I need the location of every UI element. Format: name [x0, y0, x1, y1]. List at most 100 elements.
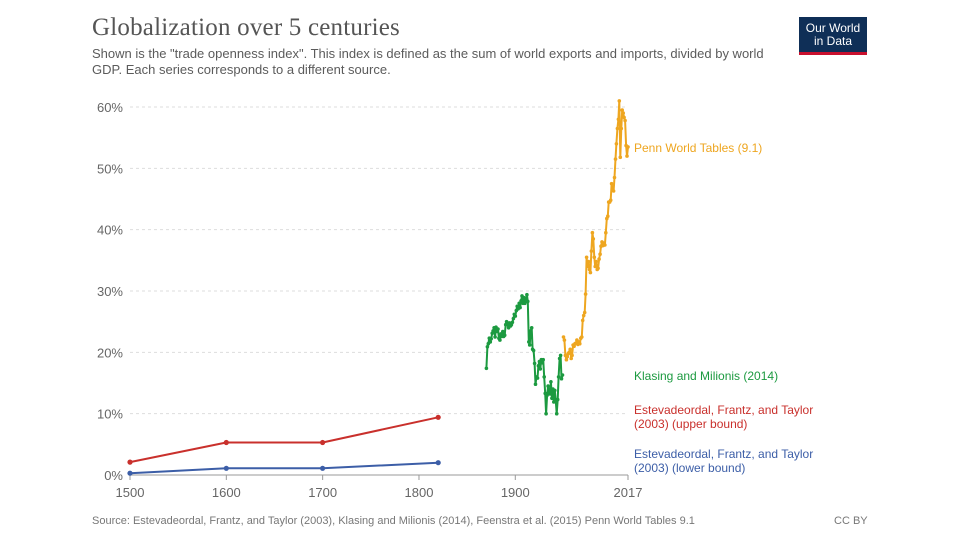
data-point-pwt[interactable] [593, 264, 597, 269]
data-point-pwt[interactable] [568, 347, 572, 352]
data-point-pwt[interactable] [606, 214, 610, 218]
data-point-upper[interactable] [127, 459, 133, 465]
data-point-pwt[interactable] [612, 175, 617, 180]
data-point-klasing[interactable] [550, 396, 554, 401]
data-point-pwt[interactable] [596, 266, 600, 271]
data-point-klasing[interactable] [560, 373, 565, 377]
data-point-klasing[interactable] [540, 361, 545, 365]
data-point-pwt[interactable] [564, 357, 569, 362]
data-point-pwt[interactable] [613, 157, 618, 161]
data-point-klasing[interactable] [522, 295, 526, 300]
data-point-pwt[interactable] [588, 270, 593, 275]
data-point-klasing[interactable] [549, 380, 553, 384]
data-point-pwt[interactable] [586, 259, 591, 264]
data-point-pwt[interactable] [598, 252, 602, 256]
license-label[interactable]: CC BY [834, 515, 868, 527]
data-point-lower[interactable] [320, 465, 326, 471]
owid-logo[interactable]: Our World in Data [799, 17, 867, 55]
data-point-pwt[interactable] [581, 313, 586, 318]
data-point-pwt[interactable] [618, 155, 623, 160]
data-point-pwt[interactable] [589, 249, 594, 253]
data-point-klasing[interactable] [548, 392, 552, 396]
data-point-klasing[interactable] [501, 329, 505, 334]
data-point-pwt[interactable] [591, 237, 596, 241]
data-point-klasing[interactable] [519, 299, 523, 303]
data-point-pwt[interactable] [620, 108, 624, 112]
data-point-klasing[interactable] [527, 343, 532, 347]
data-point-klasing[interactable] [491, 329, 495, 333]
data-point-klasing[interactable] [502, 333, 507, 338]
data-point-klasing[interactable] [489, 337, 494, 341]
data-point-pwt[interactable] [570, 353, 574, 358]
data-point-klasing[interactable] [558, 353, 563, 358]
data-point-klasing[interactable] [535, 376, 540, 380]
data-point-upper[interactable] [223, 439, 229, 446]
data-point-pwt[interactable] [626, 145, 630, 149]
data-point-pwt[interactable] [608, 198, 613, 202]
data-point-klasing[interactable] [493, 335, 497, 339]
data-point-pwt[interactable] [597, 257, 601, 261]
data-point-klasing[interactable] [517, 301, 521, 306]
data-point-klasing[interactable] [518, 305, 522, 310]
data-point-klasing[interactable] [538, 367, 543, 371]
data-point-pwt[interactable] [583, 292, 588, 296]
data-point-klasing[interactable] [513, 314, 518, 318]
data-point-pwt[interactable] [622, 115, 626, 120]
data-point-klasing[interactable] [488, 340, 493, 344]
data-point-upper[interactable] [320, 439, 326, 446]
data-point-pwt[interactable] [604, 230, 608, 235]
data-point-klasing[interactable] [556, 375, 561, 379]
data-point-klasing[interactable] [533, 382, 538, 387]
data-point-klasing[interactable] [559, 376, 564, 381]
data-point-pwt[interactable] [614, 142, 619, 146]
data-point-pwt[interactable] [569, 356, 573, 361]
data-point-klasing[interactable] [554, 411, 559, 416]
data-point-pwt[interactable] [561, 335, 566, 339]
data-point-lower[interactable] [435, 460, 441, 466]
data-point-klasing[interactable] [527, 340, 531, 344]
series-line-klasing[interactable] [485, 293, 564, 415]
data-point-pwt[interactable] [617, 99, 622, 103]
data-point-pwt[interactable] [625, 154, 629, 158]
data-point-pwt[interactable] [585, 264, 590, 269]
data-point-pwt[interactable] [594, 259, 598, 264]
data-point-klasing[interactable] [536, 364, 541, 368]
data-point-klasing[interactable] [528, 329, 533, 333]
data-point-pwt[interactable] [619, 126, 624, 131]
data-point-klasing[interactable] [510, 320, 515, 325]
data-point-klasing[interactable] [525, 292, 529, 297]
data-point-pwt[interactable] [621, 111, 625, 115]
data-point-klasing[interactable] [532, 361, 537, 366]
data-point-klasing[interactable] [526, 299, 530, 304]
data-point-klasing[interactable] [531, 348, 536, 353]
data-point-pwt[interactable] [580, 318, 585, 323]
data-point-klasing[interactable] [542, 375, 546, 379]
data-point-pwt[interactable] [565, 354, 570, 359]
data-point-upper[interactable] [435, 414, 441, 420]
data-point-pwt[interactable] [615, 126, 620, 131]
series-line-lower[interactable] [129, 461, 439, 475]
data-point-pwt[interactable] [580, 335, 584, 339]
series-line-pwt[interactable] [562, 99, 629, 361]
data-point-pwt[interactable] [562, 338, 567, 342]
data-point-klasing[interactable] [484, 366, 489, 371]
data-point-pwt[interactable] [587, 267, 592, 272]
data-point-klasing[interactable] [498, 338, 502, 342]
data-point-klasing[interactable] [529, 326, 534, 330]
data-point-pwt[interactable] [611, 189, 616, 193]
data-point-pwt[interactable] [567, 350, 571, 355]
data-point-klasing[interactable] [504, 319, 509, 324]
data-point-klasing[interactable] [545, 393, 549, 398]
data-point-klasing[interactable] [553, 388, 557, 393]
data-point-pwt[interactable] [616, 117, 621, 122]
data-point-lower[interactable] [127, 470, 133, 476]
data-point-pwt[interactable] [603, 243, 607, 247]
data-point-pwt[interactable] [590, 230, 595, 235]
data-point-pwt[interactable] [592, 255, 597, 260]
data-point-klasing[interactable] [485, 345, 490, 349]
data-point-pwt[interactable] [623, 118, 627, 123]
data-point-klasing[interactable] [557, 356, 562, 361]
data-point-pwt[interactable] [582, 310, 587, 315]
series-line-upper[interactable] [129, 416, 439, 464]
data-point-klasing[interactable] [555, 397, 560, 402]
